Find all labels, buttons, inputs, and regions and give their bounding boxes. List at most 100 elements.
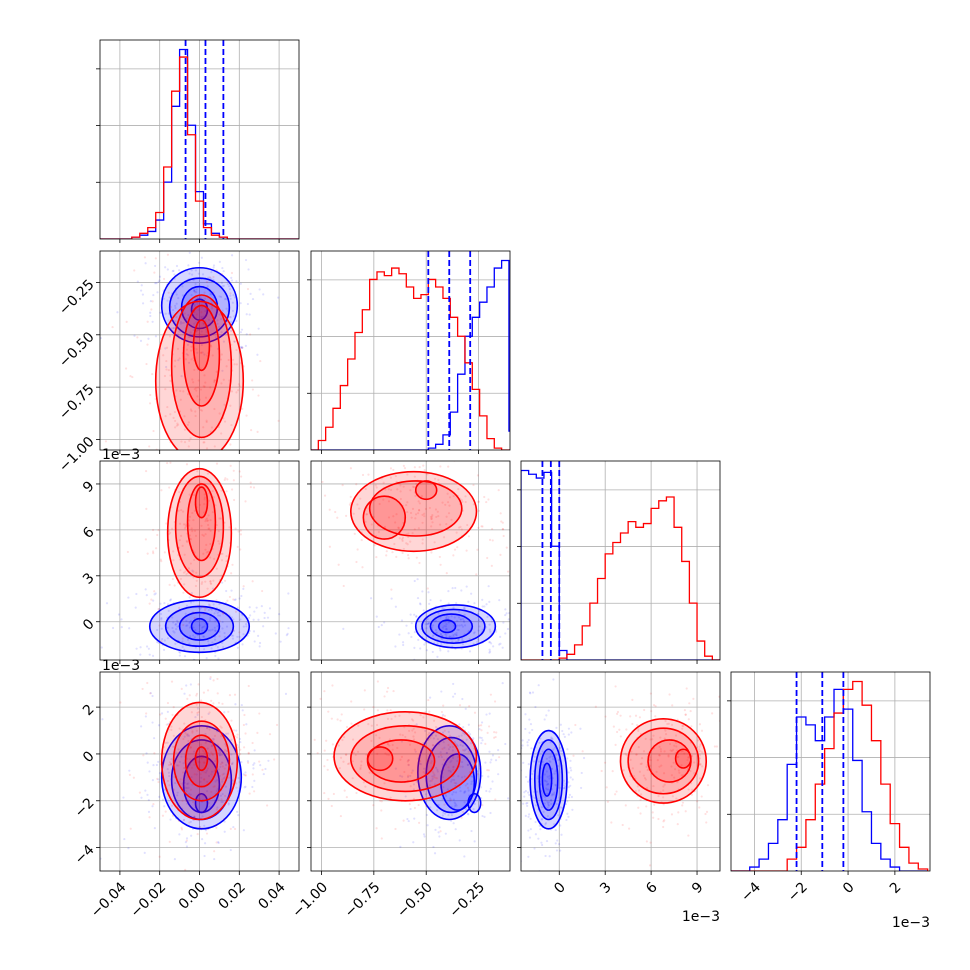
blue-sample-point (105, 602, 109, 605)
red-sample-point (652, 784, 655, 788)
blue-sample-point (401, 897, 403, 899)
red-sample-point (475, 573, 478, 576)
blue-sample-point (181, 645, 184, 649)
blue-sample-point (547, 788, 550, 791)
blue-sample-point (580, 771, 583, 775)
blue-sample-point (479, 786, 483, 789)
blue-sample-point (236, 810, 239, 813)
red-sample-point (632, 775, 636, 778)
blue-sample-point (410, 635, 413, 639)
red-sample-point (195, 703, 198, 706)
blue-sample-point (230, 254, 234, 257)
red-sample-point (385, 550, 388, 553)
blue-sample-point (531, 772, 534, 776)
red-sample-point (348, 762, 351, 765)
blue-sample-point (441, 626, 445, 629)
blue-sample-point (527, 829, 530, 832)
red-sample-point (247, 751, 250, 754)
blue-sample-point (456, 759, 459, 763)
blue-sample-point (193, 815, 196, 818)
blue-density-fill (530, 730, 567, 829)
red-sample-point (166, 779, 169, 783)
blue-sample-point (175, 293, 178, 296)
blue-sample-point (538, 741, 541, 745)
blue-sample-point (481, 598, 484, 601)
red-sample-point (380, 809, 383, 812)
blue-sample-point (406, 817, 409, 821)
red-sample-point (204, 520, 207, 523)
blue-sample-point (163, 805, 166, 808)
red-sample-point (445, 572, 448, 575)
red-sample-point (176, 422, 179, 425)
blue-sample-point (497, 773, 500, 776)
blue-sample-point (526, 741, 529, 744)
red-sample-point (431, 770, 434, 773)
red-sample-point (247, 752, 250, 755)
blue-sample-point (528, 793, 531, 796)
red-sample-point (426, 473, 429, 476)
blue-sample-point (569, 766, 572, 769)
blue-sample-point (274, 665, 276, 667)
red-sample-point (425, 737, 428, 741)
red-sample-point (210, 345, 213, 348)
red-sample-point (407, 758, 410, 762)
blue-sample-point (456, 744, 459, 748)
blue-sample-point (244, 344, 247, 347)
red-sample-point (273, 758, 276, 761)
blue-sample-point (441, 814, 444, 817)
blue-sample-point (556, 839, 559, 842)
blue-sample-point (244, 771, 247, 774)
blue-sample-point (416, 578, 419, 581)
red-sample-point (413, 475, 416, 478)
red-contour-1 (186, 483, 217, 562)
red-sample-point (182, 778, 185, 781)
blue-sample-point (423, 643, 426, 646)
red-sample-point (145, 507, 148, 511)
blue-sample-point (192, 626, 195, 629)
red-density-fill (195, 746, 208, 771)
blue-sample-point (199, 295, 202, 298)
red-sample-point (364, 487, 367, 491)
red-sample-point (190, 766, 194, 769)
red-sample-point (415, 556, 418, 559)
blue-sample-point (178, 833, 181, 836)
blue-sample-point (552, 678, 555, 681)
red-sample-point (408, 743, 412, 746)
blue-sample-point (192, 328, 195, 332)
blue-contour-0 (541, 762, 553, 797)
blue-sample-point (507, 797, 510, 800)
blue-sample-point (524, 814, 527, 817)
blue-sample-point (445, 794, 448, 797)
red-sample-point (128, 773, 131, 776)
blue-sample-point (221, 792, 224, 796)
blue-sample-point (488, 623, 491, 626)
blue-sample-point (545, 780, 549, 783)
red-sample-point (313, 738, 316, 741)
blue-sample-point (166, 767, 169, 771)
red-sample-point (359, 766, 362, 769)
blue-contour-1 (538, 748, 559, 811)
blue-sample-point (143, 851, 146, 854)
blue-sample-point (169, 818, 172, 821)
blue-sample-point (258, 288, 261, 291)
red-sample-point (384, 752, 387, 755)
blue-sample-point (183, 692, 186, 695)
red-sample-point (386, 742, 389, 745)
red-sample-point (423, 772, 426, 775)
red-sample-point (405, 542, 408, 545)
red-sample-point (397, 526, 400, 529)
blue-contour-1 (429, 613, 474, 640)
blue-sample-point (140, 725, 143, 728)
x-tick-label: −2 (785, 879, 811, 905)
blue-sample-point (197, 606, 201, 609)
blue-sample-point (222, 772, 226, 775)
red-sample-point (418, 509, 421, 512)
blue-sample-point (192, 634, 195, 637)
red-sample-point (208, 527, 211, 530)
blue-sample-point (251, 785, 254, 789)
red-sample-point (189, 788, 193, 791)
blue-sample-point (230, 616, 233, 619)
red-sample-point (251, 773, 254, 776)
blue-sample-point (197, 308, 200, 311)
red-sample-point (436, 510, 439, 513)
